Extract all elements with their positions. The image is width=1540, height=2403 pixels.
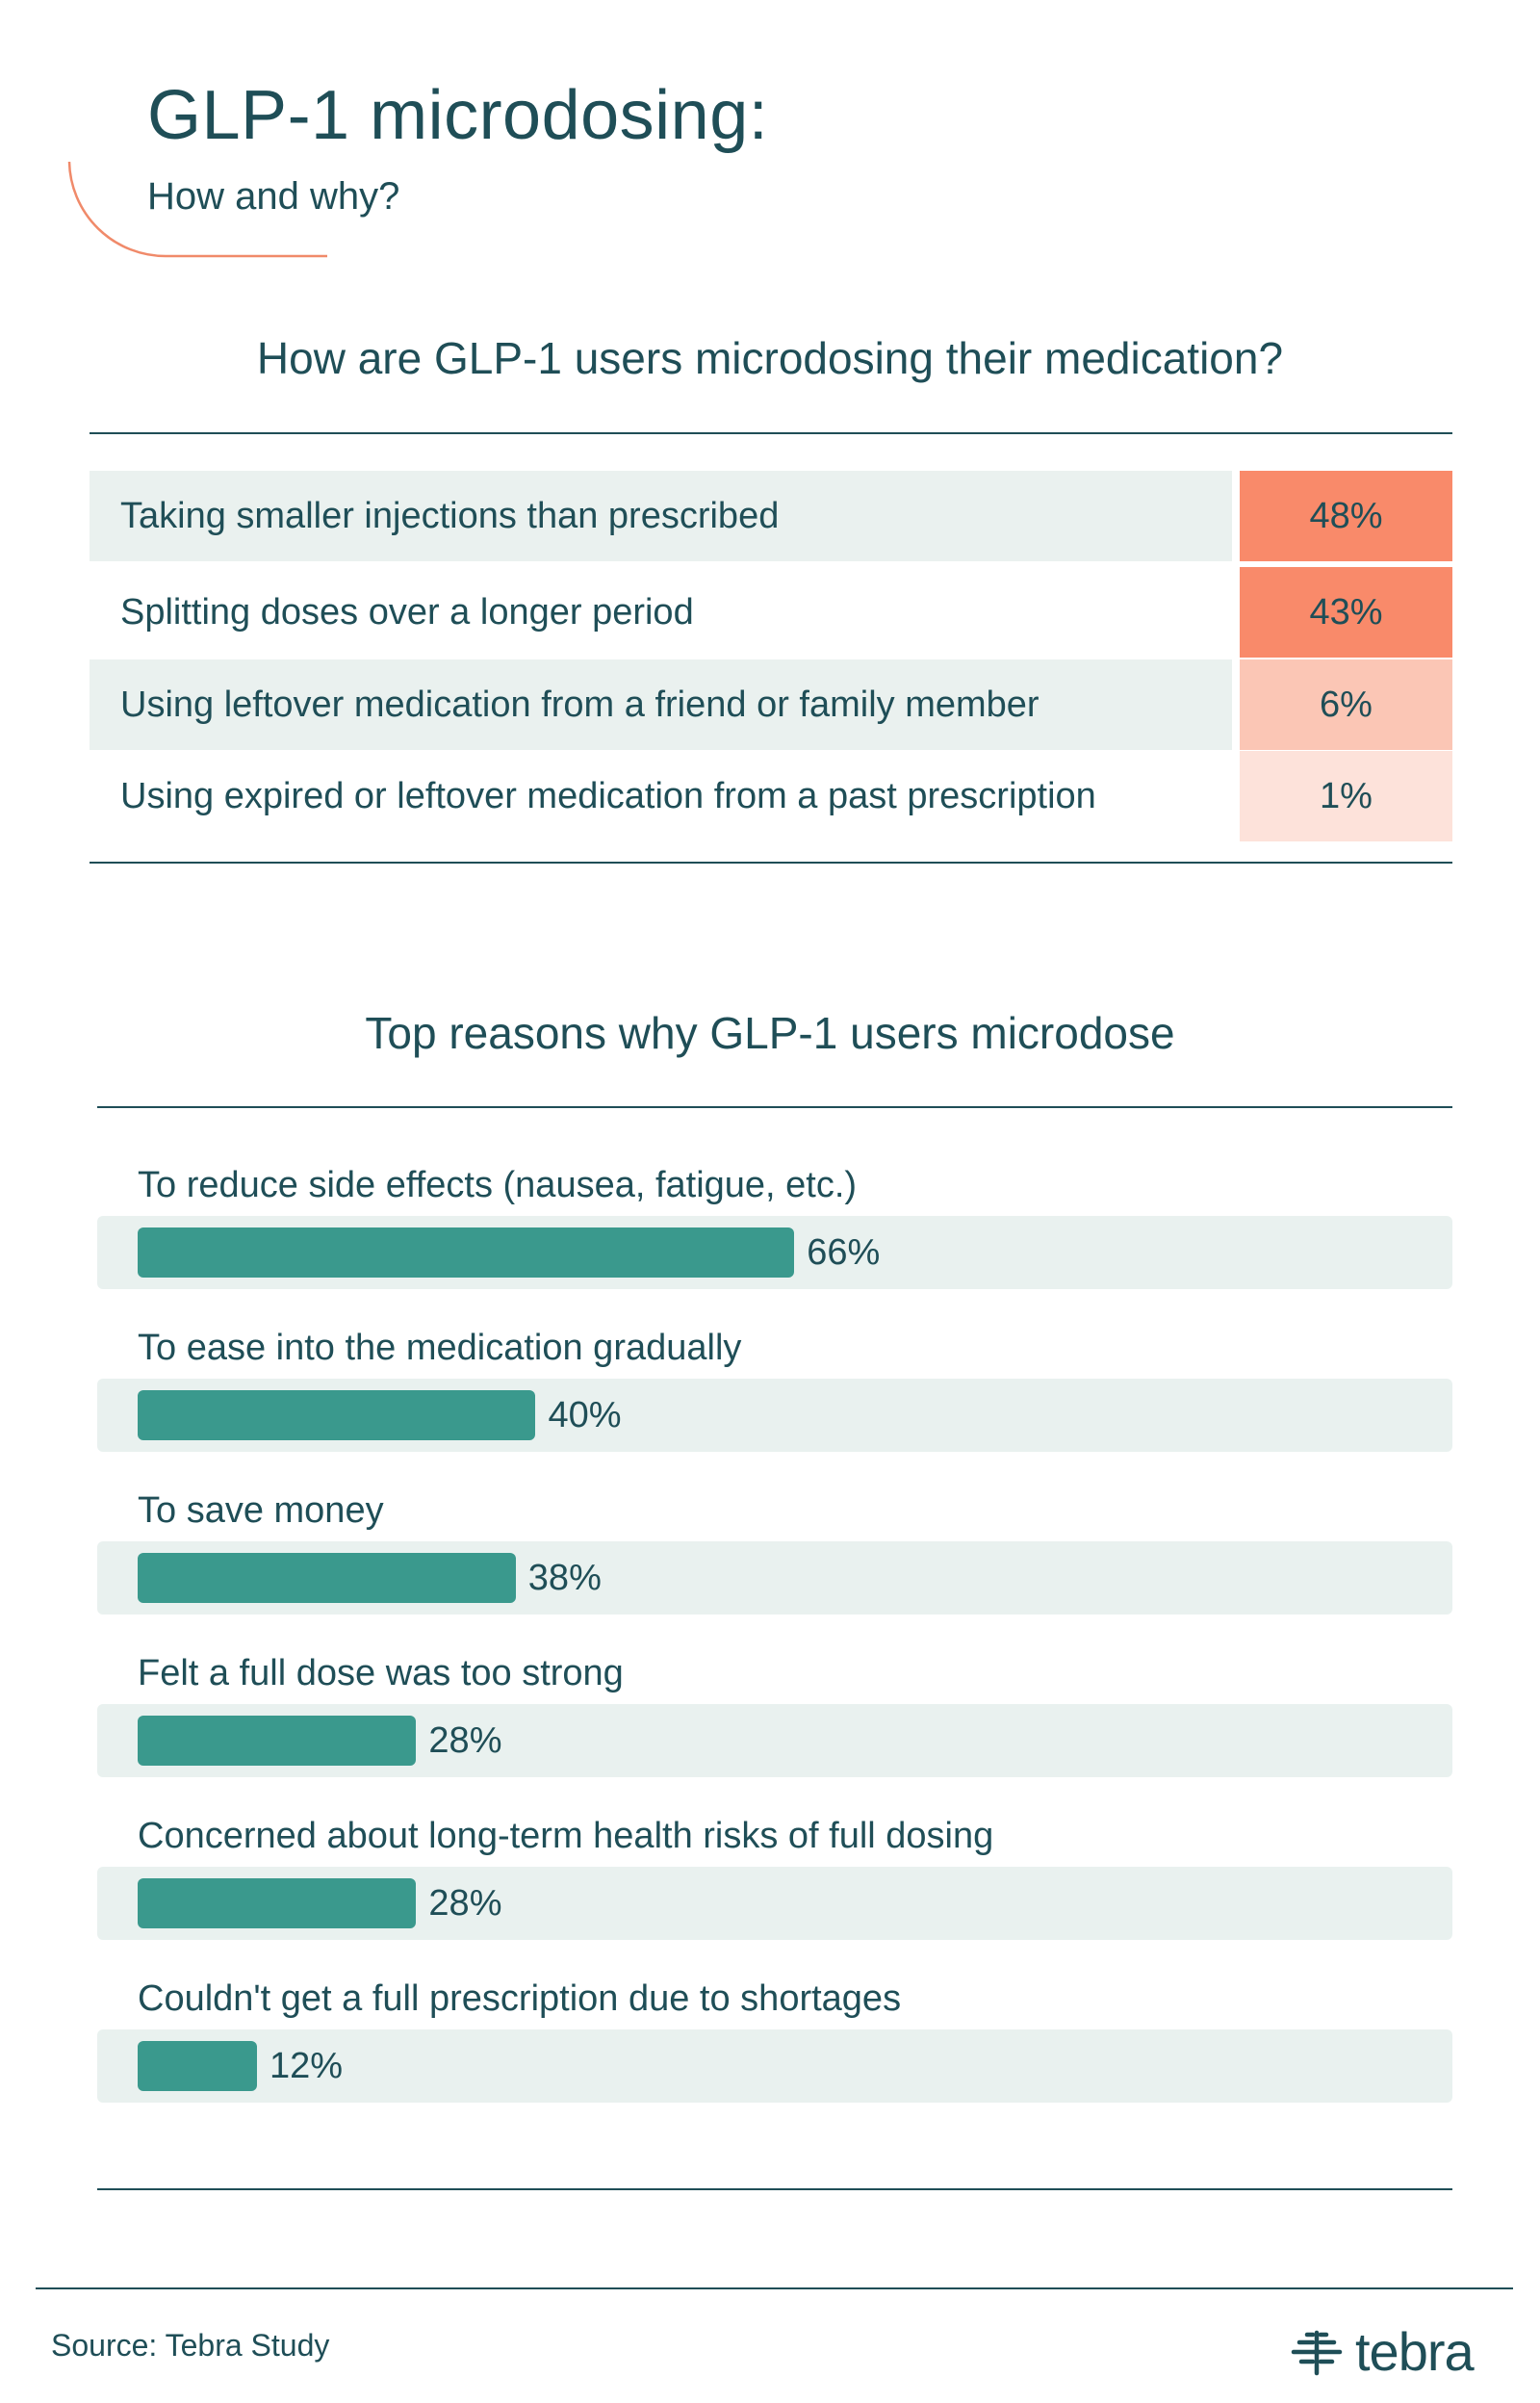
bar-category-label: Couldn't get a full prescription due to … bbox=[138, 1978, 902, 2019]
bar-category-label: Concerned about long-term health risks o… bbox=[138, 1816, 994, 1856]
bar bbox=[138, 1878, 417, 1928]
bar-track: 40% bbox=[97, 1379, 1452, 1452]
bar bbox=[138, 1227, 795, 1278]
table-row-value: 1% bbox=[1240, 751, 1452, 841]
bar-track: 28% bbox=[97, 1867, 1452, 1940]
table-row-label: Taking smaller injections than prescribe… bbox=[90, 471, 1232, 561]
brand-logo[interactable]: tebra bbox=[1290, 2320, 1475, 2383]
bar-track: 38% bbox=[97, 1541, 1452, 1615]
bar-value-label: 38% bbox=[527, 1557, 602, 1598]
table-row: Using leftover medication from a friend … bbox=[90, 659, 1452, 750]
footer-rule bbox=[36, 2287, 1513, 2289]
bar-chart-bottom-rule bbox=[97, 2188, 1452, 2190]
table-row-value: 48% bbox=[1240, 471, 1452, 561]
source-note: Source: Tebra Study bbox=[51, 2328, 330, 2363]
bar-category-label: To reduce side effects (nausea, fatigue,… bbox=[138, 1165, 858, 1205]
table-row-label: Splitting doses over a longer period bbox=[120, 591, 694, 633]
logo-text: tebra bbox=[1355, 2321, 1475, 2382]
bar-track: 12% bbox=[97, 2029, 1452, 2103]
bar-chart-top-rule bbox=[97, 1106, 1452, 1108]
bar-category-label: Felt a full dose was too strong bbox=[138, 1653, 624, 1693]
bar bbox=[138, 2041, 258, 2091]
table-row: Splitting doses over a longer period 43% bbox=[90, 567, 1452, 658]
table-row-value: 43% bbox=[1240, 567, 1452, 658]
bar-category-label: To save money bbox=[138, 1490, 384, 1531]
bar-value-label: 40% bbox=[548, 1394, 622, 1435]
table-bottom-rule bbox=[90, 862, 1452, 864]
table-row: Using expired or leftover medication fro… bbox=[90, 751, 1452, 841]
bar bbox=[138, 1716, 417, 1766]
bar-track: 28% bbox=[97, 1704, 1452, 1777]
page-subtitle: How and why? bbox=[147, 175, 400, 218]
table-row-label: Using leftover medication from a friend … bbox=[90, 659, 1232, 750]
bar-category-label: To ease into the medication gradually bbox=[138, 1328, 742, 1368]
table-row-label: Using expired or leftover medication fro… bbox=[120, 775, 1096, 816]
table-title: How are GLP-1 users microdosing their me… bbox=[256, 333, 1284, 383]
tebra-logo-icon bbox=[1291, 2330, 1343, 2375]
bar-chart-title: Top reasons why GLP-1 users microdose bbox=[365, 1008, 1175, 1058]
bar-track: 66% bbox=[97, 1216, 1452, 1289]
table-top-rule bbox=[90, 432, 1452, 434]
table-row: Taking smaller injections than prescribe… bbox=[90, 471, 1452, 561]
bar bbox=[138, 1553, 516, 1603]
bar-value-label: 12% bbox=[270, 2045, 344, 2086]
bar-value-label: 28% bbox=[428, 1719, 502, 1761]
table-row-value: 6% bbox=[1240, 659, 1452, 750]
decorative-arc bbox=[67, 161, 327, 258]
page-title: GLP-1 microdosing: bbox=[147, 77, 769, 154]
bar-value-label: 28% bbox=[428, 1882, 502, 1924]
bar bbox=[138, 1390, 536, 1440]
bar-value-label: 66% bbox=[807, 1231, 881, 1273]
